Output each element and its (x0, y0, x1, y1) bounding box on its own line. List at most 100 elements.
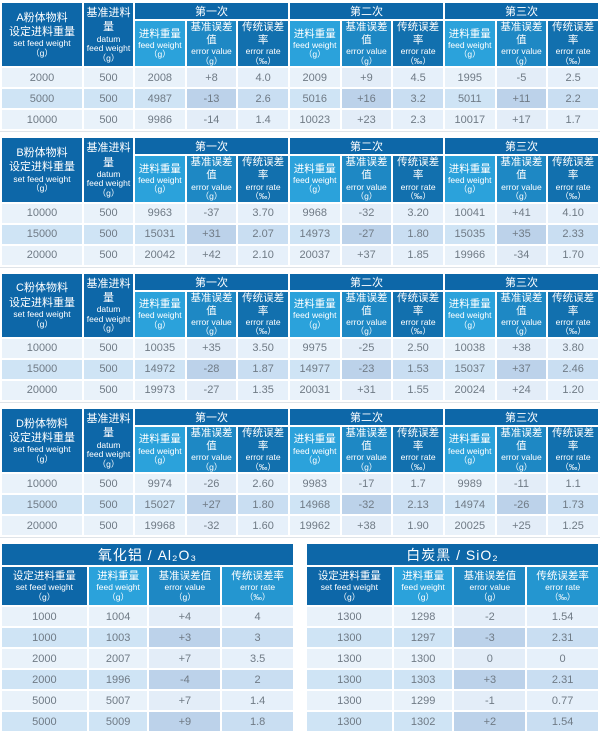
feed-weight-cell: 19973 (133, 378, 187, 402)
error-rate-header: 传统误差率 error rate （‰） (391, 424, 445, 475)
error-rate-cell: 3 (220, 626, 295, 650)
feed-weight-cell: 2009 (287, 66, 342, 90)
error-value-cell: -26 (494, 493, 549, 517)
set-feed-cell: 1300 (305, 647, 394, 671)
table-row: 2000 2007 +7 3.5 (0, 647, 295, 671)
trial-3-header: 第三次 (442, 1, 600, 21)
feed-weight-header: 进料重量 feed weight （g） (287, 18, 342, 69)
feed-weight-cell: 1298 (391, 605, 455, 629)
table-row: 2000 1996 -4 2 (0, 668, 295, 692)
error-value-cell: +9 (147, 710, 223, 733)
error-value-header: 基准误差值 error value （g） (494, 154, 549, 204)
error-rate-header: 传统误差率 error rate （‰） (236, 18, 290, 69)
set-feed-cell: 20000 (0, 514, 84, 538)
table-row: 1000 1004 +4 4 (0, 605, 295, 629)
feed-weight-cell: 20042 (133, 243, 187, 267)
feed-weight-cell: 20024 (442, 378, 497, 402)
error-value-cell: -11 (494, 472, 549, 496)
set-feed-weight-header: 设定进料重量 set feed weight （g） (0, 565, 89, 608)
error-value-cell: -34 (494, 243, 549, 267)
error-value-cell: +3 (147, 626, 223, 650)
feed-weight-cell: 2008 (133, 66, 187, 90)
feed-weight-header: 进料重量 feed weight （g） (133, 154, 187, 204)
set-feed-cell: 1300 (305, 710, 394, 733)
feed-weight-cell: 19966 (442, 243, 497, 267)
error-value-cell: +37 (339, 243, 394, 267)
set-feed-weight-header: 设定进料重量 set feed weight （g） (305, 565, 394, 608)
error-rate-header: 传统误差率 error rate （‰） (391, 289, 445, 339)
material-table: A粉体物料 设定进料重量 set feed weight （g） 基准进料量 d… (0, 0, 600, 132)
compound-table: 氧化铝 / Al₂O₃ 设定进料重量 set feed weight （g） 进… (0, 542, 295, 733)
error-value-header: 基准误差值 error value （g） (184, 289, 239, 339)
set-feed-cell: 20000 (0, 243, 84, 267)
error-value-cell: +35 (184, 336, 239, 360)
error-rate-cell: 1.60 (236, 514, 290, 538)
datum-cell: 500 (82, 378, 135, 402)
set-feed-cell: 1300 (305, 626, 394, 650)
error-rate-header: 传统误差率 error rate （‰） (236, 424, 290, 475)
compound-table-body: 1000 1004 +4 4 1000 1003 +3 3 (0, 605, 295, 733)
feed-weight-cell: 15037 (442, 357, 497, 381)
feed-weight-cell: 20037 (287, 243, 342, 267)
set-feed-cell: 1300 (305, 605, 394, 629)
error-rate-cell: 1.80 (391, 222, 445, 246)
error-value-cell: +23 (339, 108, 394, 132)
error-rate-cell: 2.33 (546, 222, 600, 246)
material-table-body: 10000 500 10035 +35 3.50 9975 -25 2.50 1… (0, 336, 600, 402)
error-rate-header: 传统误差率 error rate （‰） (546, 424, 600, 475)
error-value-cell: -13 (184, 87, 239, 111)
feed-weight-cell: 1995 (442, 66, 497, 90)
trial-1-header: 第一次 (133, 1, 290, 21)
set-feed-cell: 5000 (0, 689, 89, 713)
error-rate-header: 传统误差率 error rate （‰） (236, 289, 290, 339)
error-rate-cell: 1.54 (525, 710, 600, 733)
error-value-header: 基准误差值 error value （g） (494, 424, 549, 475)
trial-2-header: 第二次 (287, 406, 445, 427)
error-value-cell: +38 (339, 514, 394, 538)
compound-table-body: 1300 1298 -2 1.54 1300 1297 -3 2.31 (305, 605, 600, 733)
material-name: C粉体物料 (16, 282, 68, 295)
set-feed-cell: 1000 (0, 605, 89, 629)
feed-weight-header: 进料重量 feed weight （g） (442, 154, 497, 204)
set-feed-weight-header: B粉体物料 设定进料重量 set feed weight （g） (0, 136, 84, 204)
feed-weight-cell: 14968 (287, 493, 342, 517)
error-value-cell: -4 (147, 668, 223, 692)
error-rate-cell: 1.25 (546, 514, 600, 538)
error-rate-cell: 1.8 (220, 710, 295, 733)
feed-weight-cell: 10017 (442, 108, 497, 132)
datum-cell: 500 (82, 493, 135, 517)
error-value-header: 基准误差值 error value （g） (452, 565, 528, 608)
error-value-header: 基准误差值 error value （g） (339, 18, 394, 69)
error-value-cell: -28 (184, 357, 239, 381)
error-rate-cell: 1.1 (546, 472, 600, 496)
table-row: 1300 1298 -2 1.54 (305, 605, 600, 629)
error-rate-cell: 4.5 (391, 66, 445, 90)
feed-weight-cell: 20031 (287, 378, 342, 402)
error-value-cell: +31 (184, 222, 239, 246)
error-value-header: 基准误差值 error value （g） (184, 154, 239, 204)
error-value-cell: +3 (452, 668, 528, 692)
material-table-body: 10000 500 9974 -26 2.60 9983 -17 1.7 998… (0, 472, 600, 538)
material-table: C粉体物料 设定进料重量 set feed weight （g） 基准进料量 d… (0, 271, 600, 402)
table-row: 10000 500 9974 -26 2.60 9983 -17 1.7 998… (0, 472, 600, 496)
feed-weight-cell: 1303 (391, 668, 455, 692)
material-table: D粉体物料 设定进料重量 set feed weight （g） 基准进料量 d… (0, 406, 600, 538)
error-rate-cell: 3.20 (391, 201, 445, 225)
feed-weight-cell: 15031 (133, 222, 187, 246)
error-rate-cell: 3.50 (236, 336, 290, 360)
error-value-cell: +2 (452, 710, 528, 733)
error-value-cell: 0 (452, 647, 528, 671)
table-row: 5000 5007 +7 1.4 (0, 689, 295, 713)
feed-weight-cell: 14972 (133, 357, 187, 381)
error-rate-header: 传统误差率 error rate （‰） (391, 154, 445, 204)
datum-cell: 500 (82, 87, 135, 111)
error-rate-cell: 1.54 (525, 605, 600, 629)
feed-weight-cell: 10038 (442, 336, 497, 360)
feed-weight-cell: 1299 (391, 689, 455, 713)
error-value-cell: +24 (494, 378, 549, 402)
error-rate-cell: 1.4 (220, 689, 295, 713)
error-value-cell: -27 (339, 222, 394, 246)
material-name: B粉体物料 (16, 147, 68, 160)
compound-table: 白炭黑 / SiO₂ 设定进料重量 set feed weight （g） 进料… (305, 542, 600, 733)
